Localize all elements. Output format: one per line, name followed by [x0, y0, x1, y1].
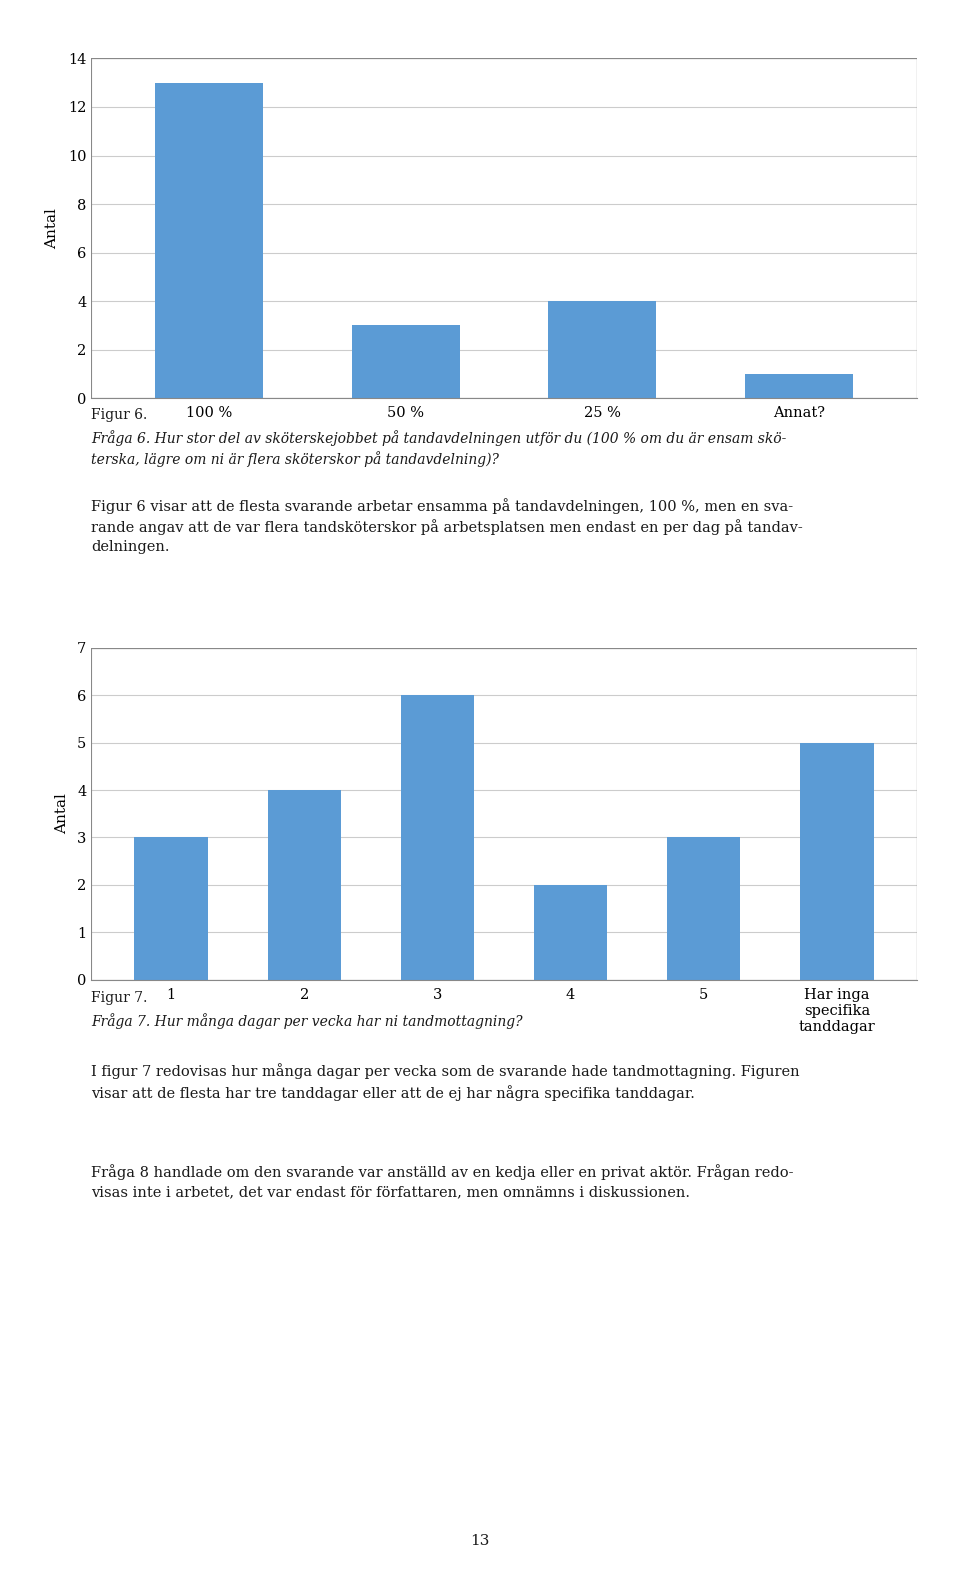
Bar [156, 82, 263, 398]
Text: I figur 7 redovisas hur många dagar per vecka som de svarande hade tandmottagnin: I figur 7 redovisas hur många dagar per … [91, 1063, 800, 1101]
Text: Figur 6.: Figur 6. [91, 408, 148, 422]
Bar [548, 302, 657, 398]
Text: Figur 6 visar att de flesta svarande arbetar ensamma på tandavdelningen, 100 %, : Figur 6 visar att de flesta svarande arb… [91, 498, 803, 555]
Bar [667, 837, 740, 980]
Bar [534, 885, 608, 980]
Bar [745, 374, 852, 398]
Y-axis label: Antal: Antal [55, 793, 68, 834]
Text: Fråga 7. Hur många dagar per vecka har ni tandmottagning?: Fråga 7. Hur många dagar per vecka har n… [91, 1013, 523, 1029]
Text: 13: 13 [470, 1534, 490, 1548]
Text: Fråga 6. Hur stor del av sköterskejobbet på tandavdelningen utför du (100 % om d: Fråga 6. Hur stor del av sköterskejobbet… [91, 430, 786, 466]
Bar [351, 325, 460, 398]
Bar [401, 695, 474, 980]
Bar [268, 790, 341, 980]
Text: Fråga 8 handlade om den svarande var anställd av en kedja eller en privat aktör.: Fråga 8 handlade om den svarande var ans… [91, 1164, 794, 1199]
Bar [801, 743, 874, 980]
Text: Figur 7.: Figur 7. [91, 991, 148, 1005]
Bar [134, 837, 207, 980]
Y-axis label: Antal: Antal [45, 209, 60, 248]
